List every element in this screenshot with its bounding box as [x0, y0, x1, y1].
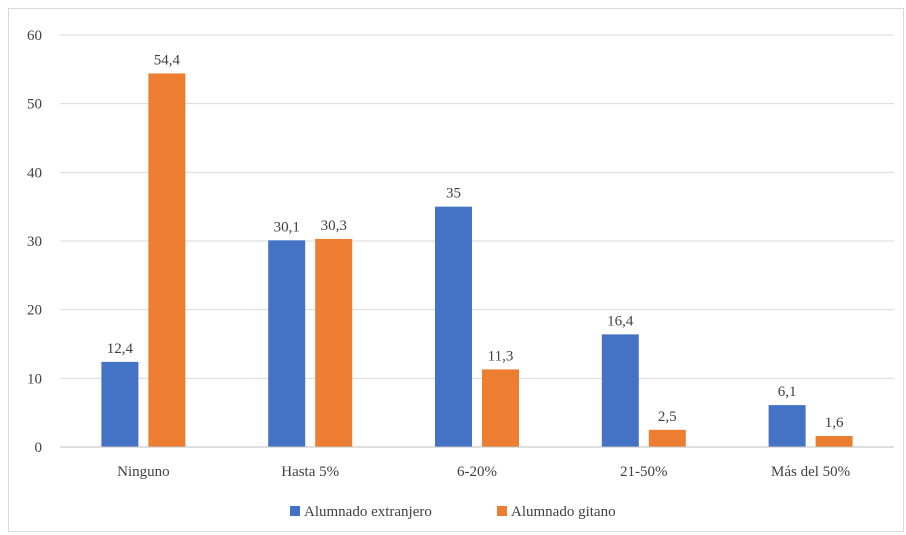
bar-gitano — [148, 73, 186, 447]
x-category-label: 21-50% — [620, 464, 668, 480]
data-labels: 12,4 54,4 30,1 30,3 35 11,3 16,4 2,5 6,1 1,6 — [107, 52, 844, 431]
data-label: 12,4 — [107, 341, 134, 357]
legend: Alumnado extranjero Alumnado gitano — [290, 504, 616, 520]
bar-gitano — [482, 369, 519, 447]
bar-extranjero — [101, 361, 139, 447]
legend-swatch — [290, 506, 300, 516]
y-tick-label: 60 — [27, 28, 42, 44]
bars — [101, 73, 853, 447]
y-tick-label: 40 — [27, 165, 42, 181]
data-label: 16,4 — [607, 313, 634, 329]
x-category-label: 6-20% — [457, 464, 497, 480]
x-category-label: Más del 50% — [771, 464, 850, 480]
x-category-label: Ninguno — [117, 464, 170, 480]
gridlines — [60, 34, 894, 379]
bar-extranjero — [768, 405, 806, 447]
x-category-label: Hasta 5% — [281, 464, 339, 480]
y-tick-label: 50 — [27, 97, 42, 113]
data-label: 1,6 — [825, 415, 844, 431]
bar-gitano — [315, 238, 353, 447]
bar-extranjero — [601, 334, 639, 447]
data-label: 30,1 — [274, 219, 300, 235]
legend-label: Alumnado gitano — [511, 504, 616, 520]
data-label: 30,3 — [321, 218, 347, 234]
y-tick-label: 20 — [27, 303, 42, 319]
y-tick-label: 0 — [35, 440, 43, 456]
data-label: 54,4 — [154, 52, 181, 68]
legend-label: Alumnado extranjero — [304, 504, 432, 520]
x-axis-categories: Ninguno Hasta 5% 6-20% 21-50% Más del 50% — [117, 464, 850, 480]
bar-extranjero — [435, 206, 472, 447]
y-tick-label: 10 — [27, 371, 42, 387]
bar-gitano — [648, 429, 686, 447]
bar-extranjero — [268, 240, 306, 447]
data-label: 2,5 — [658, 409, 677, 425]
data-label: 35 — [446, 186, 461, 202]
data-label: 6,1 — [778, 384, 797, 400]
data-label: 11,3 — [488, 348, 514, 364]
legend-swatch — [497, 506, 507, 516]
y-tick-label: 30 — [27, 234, 42, 250]
bar-gitano — [815, 436, 853, 447]
y-axis-ticks: 0 10 20 30 40 50 60 — [27, 28, 42, 456]
